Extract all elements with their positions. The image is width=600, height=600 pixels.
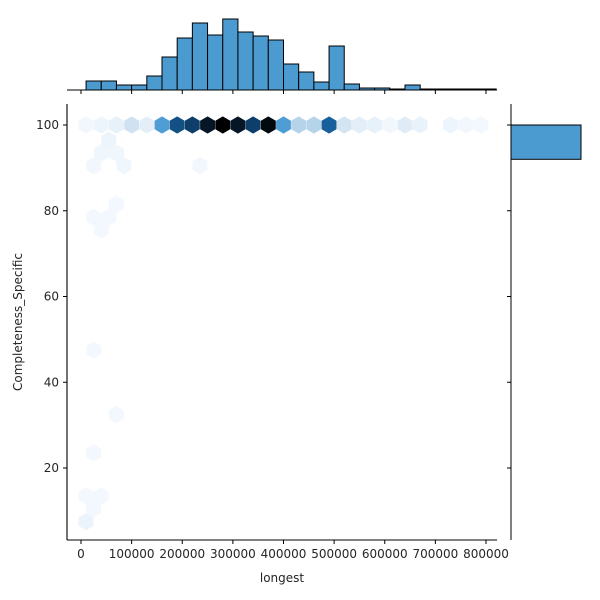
- y-tick-label: 20: [44, 461, 59, 475]
- hexbin-cell: [192, 157, 208, 175]
- hexbin-cell: [291, 116, 307, 134]
- hexbin-cell: [86, 157, 102, 175]
- hexbin-cell: [260, 116, 276, 134]
- hexbin-cell: [215, 116, 231, 134]
- y-tick-label: 60: [44, 290, 59, 304]
- hexbin-cell: [458, 116, 474, 134]
- hexbin-cell: [245, 116, 261, 134]
- hexbin-cell: [397, 116, 413, 134]
- hexbin-cell: [139, 116, 155, 134]
- y-axis-label: Completeness_Specific: [11, 253, 25, 391]
- histogram-bar: [480, 88, 497, 91]
- hexbin-cell: [276, 116, 291, 134]
- hexbin-cell: [93, 487, 109, 505]
- x-tick-label: 200000: [159, 547, 205, 561]
- hexbin-cell: [86, 208, 102, 226]
- histogram-bar: [358, 87, 376, 91]
- hexbin-cell: [109, 116, 124, 134]
- x-tick-label: 700000: [412, 547, 458, 561]
- right-marginal-histogram: [507, 104, 582, 540]
- histogram-bar: [374, 87, 391, 91]
- histogram-bar: [267, 39, 284, 91]
- hexbin-cell: [78, 116, 94, 134]
- hexbin-cell: [93, 144, 109, 162]
- histogram-bar: [510, 124, 582, 160]
- histogram-bar: [115, 84, 133, 91]
- histogram-bar: [343, 83, 360, 91]
- histogram-bar: [207, 34, 224, 91]
- hexbin-cell: [352, 116, 367, 134]
- histogram-bar: [146, 75, 163, 91]
- histogram-bar: [100, 80, 117, 91]
- hexbin-cell: [336, 116, 352, 134]
- y-tick-label: 80: [44, 204, 59, 218]
- hexbin-cell: [473, 116, 489, 134]
- axes: 0 100000 200000 300000 400000 500000 600000 700…: [36, 104, 509, 561]
- x-tick-label: 0: [77, 547, 85, 561]
- hexbin-cell: [116, 157, 132, 175]
- histogram-bar: [313, 81, 330, 91]
- hexbin-cell: [169, 116, 185, 134]
- hexbin-cell: [200, 116, 215, 134]
- hexbin-cell: [109, 405, 124, 423]
- histogram-bar: [298, 71, 315, 91]
- x-tick-label: 600000: [362, 547, 408, 561]
- x-tick-label: 800000: [463, 547, 509, 561]
- x-tick-label: 500000: [311, 547, 357, 561]
- hexbin-cell: [184, 116, 200, 134]
- histogram-bar: [328, 45, 345, 91]
- histogram-bar: [161, 56, 178, 91]
- x-axis-label: longest: [260, 571, 305, 585]
- histogram-bar: [131, 84, 148, 91]
- histogram-bar: [465, 88, 482, 91]
- hexbin-cell: [154, 116, 170, 134]
- histogram-bar: [419, 88, 436, 91]
- hexbin-cell: [306, 116, 322, 134]
- hexbin-cell: [321, 116, 337, 134]
- hexbin-cell: [78, 513, 94, 531]
- histogram-bar: [389, 88, 406, 91]
- histogram-bar: [404, 84, 421, 91]
- hexbin-cell: [93, 116, 109, 134]
- hexbin-cell: [101, 208, 117, 226]
- hexbin-cell: [86, 500, 102, 518]
- hexbin-cell: [86, 341, 102, 359]
- hexbin-cell: [382, 116, 398, 134]
- histogram-bar: [191, 22, 209, 91]
- hexbin-plot-area: [78, 116, 489, 531]
- hexbin-cell: [367, 116, 383, 134]
- y-tick-label: 40: [44, 375, 59, 389]
- hexbin-cell: [443, 116, 458, 134]
- hexbin-cell: [124, 116, 140, 134]
- x-tick-label: 100000: [109, 547, 155, 561]
- histogram-bar: [434, 88, 452, 91]
- y-tick-label: 100: [36, 118, 59, 132]
- hexbin-cell: [412, 116, 428, 134]
- hexbin-cell: [93, 221, 109, 239]
- histogram-bar: [176, 37, 193, 91]
- histogram-bar: [252, 35, 269, 91]
- x-tick-label: 400000: [261, 547, 307, 561]
- histogram-bar: [237, 31, 254, 91]
- hexbin-cell: [230, 116, 246, 134]
- top-marginal-histogram: [67, 18, 497, 94]
- histogram-bar: [450, 88, 467, 91]
- x-tick-label: 300000: [210, 547, 256, 561]
- histogram-bar: [85, 80, 102, 91]
- histogram-bar: [283, 63, 300, 91]
- hexbin-cell: [86, 444, 102, 462]
- hexbin-cell: [109, 195, 124, 213]
- hexbin-cell: [109, 144, 124, 162]
- hexbin-cell: [101, 131, 117, 149]
- hexbin-cell: [78, 487, 94, 505]
- histogram-bar: [222, 18, 239, 91]
